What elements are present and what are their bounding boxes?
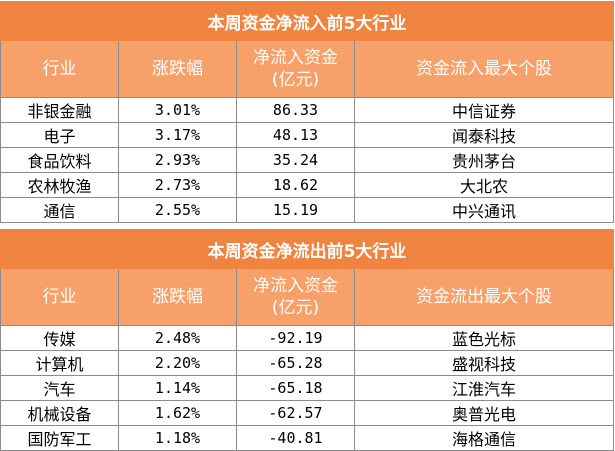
top-stock-cell: 中信证券 — [353, 97, 615, 123]
inflow-table: 本周资金净流入前5大行业 行业 涨跌幅 净流入资金 (亿元) 资金流入最大个股 … — [0, 1, 615, 223]
netflow-cell: -92.19 — [236, 325, 355, 351]
table-row: 农林牧渔 2.73% 18.62 大北农 — [0, 172, 615, 198]
change-cell: 2.93% — [118, 147, 237, 173]
top-stock-cell: 蓝色光标 — [353, 325, 615, 351]
top-stock-cell: 江淮汽车 — [353, 375, 615, 401]
inflow-header-industry: 行业 — [0, 40, 119, 98]
outflow-table: 本周资金净流出前5大行业 行业 涨跌幅 净流入资金 (亿元) 资金流出最大个股 … — [0, 229, 615, 451]
top-stock-cell: 贵州茅台 — [353, 147, 615, 173]
top-stock-cell: 奥普光电 — [353, 400, 615, 426]
netflow-cell: 48.13 — [236, 122, 355, 148]
change-cell: 2.55% — [118, 197, 237, 223]
industry-cell: 机械设备 — [0, 400, 119, 426]
industry-cell: 非银金融 — [0, 97, 119, 123]
industry-cell: 电子 — [0, 122, 119, 148]
top-stock-cell: 闻泰科技 — [353, 122, 615, 148]
change-cell: 3.17% — [118, 122, 237, 148]
industry-cell: 国防军工 — [0, 425, 119, 451]
table-row: 国防军工 1.18% -40.81 海格通信 — [0, 425, 615, 451]
top-stock-cell: 盛视科技 — [353, 350, 615, 376]
industry-cell: 农林牧渔 — [0, 172, 119, 198]
table-row: 计算机 2.20% -65.28 盛视科技 — [0, 350, 615, 376]
table-row: 电子 3.17% 48.13 闻泰科技 — [0, 122, 615, 148]
netflow-cell: 18.62 — [236, 172, 355, 198]
inflow-header-netflow: 净流入资金 (亿元) — [236, 40, 355, 98]
netflow-cell: -65.28 — [236, 350, 355, 376]
change-cell: 2.48% — [118, 325, 237, 351]
netflow-cell: 15.19 — [236, 197, 355, 223]
outflow-header-industry: 行业 — [0, 268, 119, 326]
outflow-title: 本周资金净流出前5大行业 — [0, 229, 615, 269]
netflow-cell: -62.57 — [236, 400, 355, 426]
netflow-cell: 35.24 — [236, 147, 355, 173]
top-stock-cell: 大北农 — [353, 172, 615, 198]
outflow-header-netflow: 净流入资金 (亿元) — [236, 268, 355, 326]
inflow-title: 本周资金净流入前5大行业 — [0, 1, 615, 41]
industry-cell: 汽车 — [0, 375, 119, 401]
change-cell: 2.73% — [118, 172, 237, 198]
industry-cell: 计算机 — [0, 350, 119, 376]
table-row: 食品饮料 2.93% 35.24 贵州茅台 — [0, 147, 615, 173]
netflow-cell: 86.33 — [236, 97, 355, 123]
top-stock-cell: 中兴通讯 — [353, 197, 615, 223]
change-cell: 1.14% — [118, 375, 237, 401]
outflow-header-change: 涨跌幅 — [118, 268, 237, 326]
inflow-header-change: 涨跌幅 — [118, 40, 237, 98]
netflow-cell: -40.81 — [236, 425, 355, 451]
table-row: 非银金融 3.01% 86.33 中信证券 — [0, 97, 615, 123]
table-row: 通信 2.55% 15.19 中兴通讯 — [0, 197, 615, 223]
change-cell: 3.01% — [118, 97, 237, 123]
inflow-header-top-stock: 资金流入最大个股 — [353, 40, 615, 98]
top-stock-cell: 海格通信 — [353, 425, 615, 451]
change-cell: 2.20% — [118, 350, 237, 376]
table-row: 机械设备 1.62% -62.57 奥普光电 — [0, 400, 615, 426]
table-row: 传媒 2.48% -92.19 蓝色光标 — [0, 325, 615, 351]
change-cell: 1.62% — [118, 400, 237, 426]
table-row: 汽车 1.14% -65.18 江淮汽车 — [0, 375, 615, 401]
outflow-header-top-stock: 资金流出最大个股 — [353, 268, 615, 326]
industry-cell: 传媒 — [0, 325, 119, 351]
change-cell: 1.18% — [118, 425, 237, 451]
industry-cell: 食品饮料 — [0, 147, 119, 173]
netflow-cell: -65.18 — [236, 375, 355, 401]
industry-cell: 通信 — [0, 197, 119, 223]
